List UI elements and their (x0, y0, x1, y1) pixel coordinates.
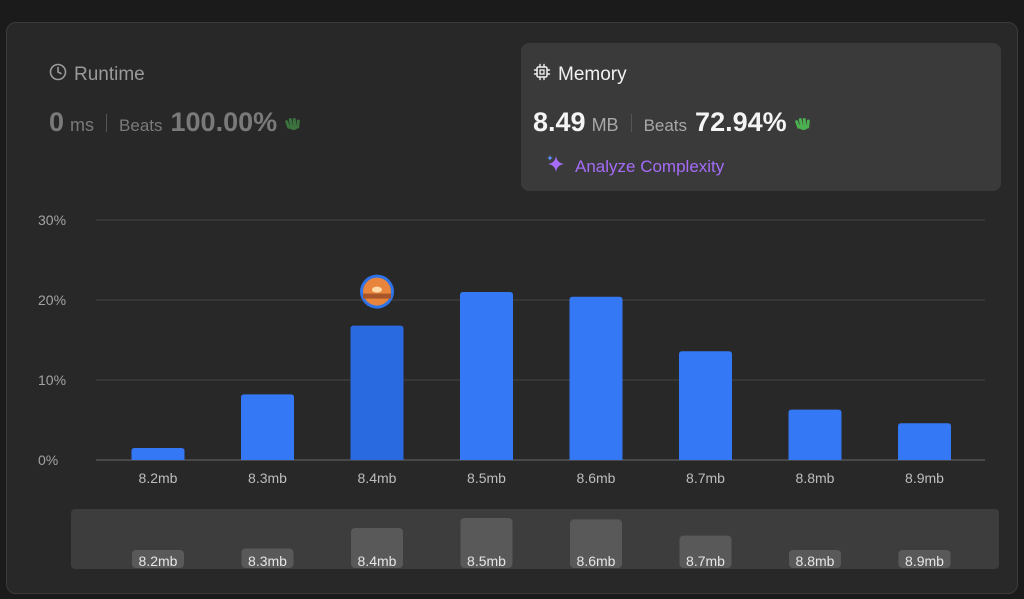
clapping-hands-icon (793, 113, 813, 133)
x-tick-label: 8.5mb (467, 470, 506, 486)
mini-bar-8.7mb (679, 535, 732, 568)
chip-icon (533, 63, 551, 87)
mini-bar-8.5mb (460, 518, 513, 568)
runtime-value: 0 (49, 107, 65, 137)
runtime-title: Runtime (74, 64, 145, 85)
memory-header: Memory (533, 63, 627, 87)
x-tick-label: 8.7mb (686, 470, 725, 486)
mini-bar-8.2mb (132, 550, 184, 568)
mini-bar-label: 8.8mb (796, 553, 835, 569)
bar-8.2mb[interactable] (131, 448, 185, 460)
y-tick-label: 30% (38, 212, 66, 228)
memory-unit: MB (591, 115, 619, 135)
submission-panel: Runtime 0 ms Beats 100.00% (6, 22, 1018, 594)
x-tick-label: 8.9mb (905, 470, 944, 486)
mini-bar-8.4mb (351, 528, 403, 568)
analyze-complexity-label: Analyze Complexity (575, 156, 725, 176)
memory-beats-value: 72.94% (695, 107, 787, 137)
x-tick-label: 8.2mb (139, 470, 178, 486)
bar-8.8mb[interactable] (788, 409, 842, 460)
mini-bar-8.3mb (241, 548, 294, 568)
mini-bar-label: 8.7mb (686, 553, 725, 569)
x-tick-label: 8.8mb (796, 470, 835, 486)
bar-8.7mb[interactable] (679, 351, 732, 460)
bar-8.9mb[interactable] (898, 423, 951, 460)
memory-card[interactable]: Memory 8.49 MB Beats 72.94% (521, 43, 1001, 191)
mini-bar-label: 8.3mb (248, 553, 287, 569)
mini-bar-8.9mb (898, 550, 951, 568)
memory-title: Memory (558, 64, 627, 85)
runtime-beats-value: 100.00% (170, 107, 278, 137)
runtime-unit: ms (70, 115, 95, 135)
runtime-beats-label: Beats (119, 116, 163, 135)
bar-8.6mb[interactable] (569, 296, 623, 460)
mini-bar-label: 8.5mb (467, 553, 506, 569)
memory-beats-label: Beats (643, 116, 688, 135)
clapping-hands-icon (283, 113, 303, 133)
memory-value: 8.49 (533, 107, 586, 137)
mini-bar-label: 8.9mb (905, 553, 944, 569)
mini-bar-8.8mb (789, 550, 841, 568)
your-submission-avatar (360, 274, 394, 309)
x-tick-label: 8.3mb (248, 470, 287, 486)
runtime-card[interactable]: Runtime 0 ms Beats 100.00% (37, 43, 497, 191)
analyze-complexity-button[interactable]: Analyze Complexity (545, 153, 724, 180)
mini-bar-8.6mb (570, 519, 622, 568)
distribution-overview-scrollbar[interactable] (71, 509, 999, 569)
mini-bar-label: 8.2mb (139, 553, 178, 569)
y-tick-label: 20% (38, 292, 66, 308)
x-tick-label: 8.6mb (577, 470, 616, 486)
runtime-stats: 0 ms Beats 100.00% (49, 107, 303, 138)
y-tick-label: 10% (38, 372, 66, 388)
bar-8.3mb[interactable] (241, 394, 294, 460)
x-tick-label: 8.4mb (358, 470, 397, 486)
memory-stats: 8.49 MB Beats 72.94% (533, 107, 813, 138)
y-tick-label: 0% (38, 452, 58, 468)
bar-8.5mb[interactable] (460, 292, 513, 460)
clock-icon (49, 63, 67, 87)
runtime-header: Runtime (49, 63, 145, 87)
divider (106, 113, 108, 132)
mini-bar-label: 8.4mb (358, 553, 397, 569)
sparkle-icon (545, 153, 567, 180)
mini-bar-label: 8.6mb (577, 553, 616, 569)
divider (630, 113, 632, 132)
bar-8.4mb[interactable] (350, 325, 404, 460)
